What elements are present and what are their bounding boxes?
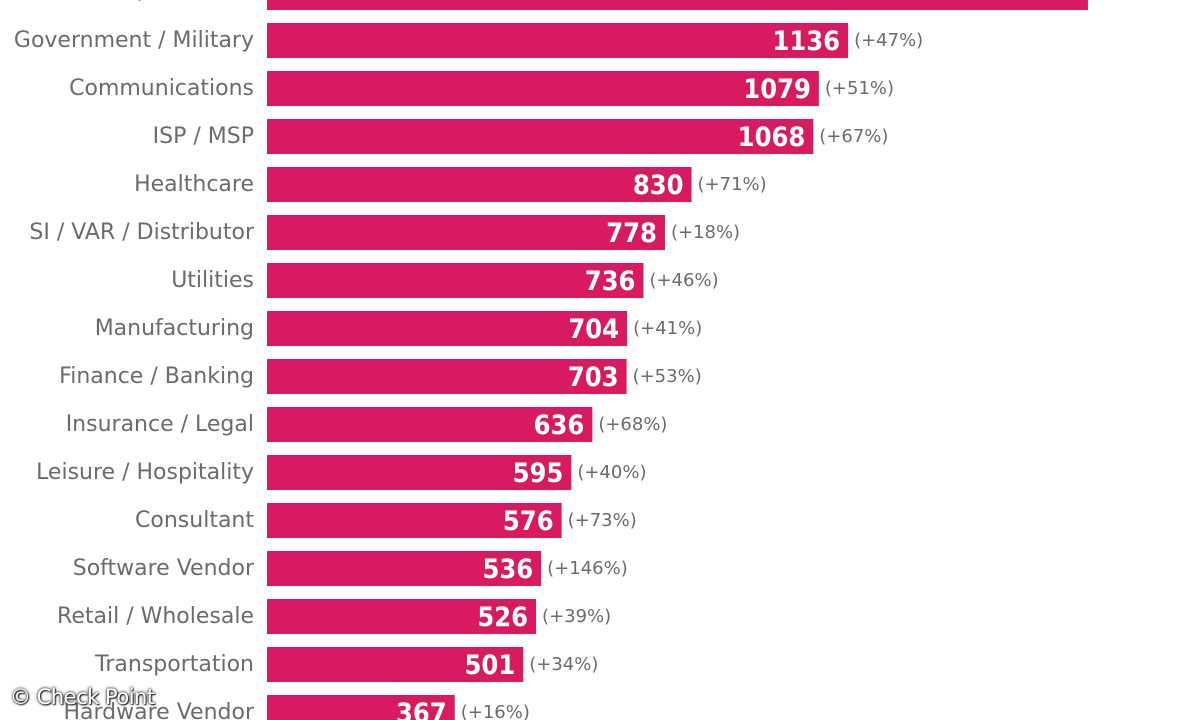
bar-group: Manufacturing 704 (+41%)	[95, 311, 702, 346]
change-label: (+68%)	[598, 414, 667, 435]
category-label: Government / Military	[14, 28, 254, 53]
bar	[267, 23, 849, 58]
value-label: 595	[513, 458, 564, 489]
change-label: (+46%)	[649, 270, 718, 291]
bar	[267, 551, 542, 586]
value-label: 830	[633, 170, 684, 201]
change-label: (+18%)	[671, 222, 740, 243]
value-label: 526	[477, 602, 528, 633]
value-label: 367	[396, 698, 447, 720]
change-label: (+40%)	[577, 462, 646, 483]
change-label: (+47%)	[854, 30, 923, 51]
bar-group: Consultant 576 (+73%)	[135, 503, 637, 538]
value-label: 736	[585, 266, 636, 297]
value-label: 1136	[772, 26, 840, 57]
value-label: 501	[465, 650, 516, 681]
bar	[267, 599, 537, 634]
bar-group: Healthcare 830 (+71%)	[134, 167, 767, 202]
bar-group: Leisure / Hospitality 595 (+40%)	[36, 455, 646, 490]
value-label: 576	[503, 506, 554, 537]
bar-group: Education / Research	[22, 0, 1088, 10]
change-label: (+41%)	[633, 318, 702, 339]
bar-group: SI / VAR / Distributor 778 (+18%)	[29, 215, 740, 250]
bar	[267, 167, 692, 202]
category-label: SI / VAR / Distributor	[29, 220, 255, 245]
category-label: Leisure / Hospitality	[36, 460, 254, 485]
category-label: Insurance / Legal	[66, 412, 254, 437]
bar-group: Utilities 736 (+46%)	[171, 263, 719, 298]
bar-group: Retail / Wholesale 526 (+39%)	[57, 599, 611, 634]
category-label: Software Vendor	[73, 556, 255, 581]
bar-group: Government / Military 1136 (+47%)	[14, 23, 923, 58]
bar-group: Communications 1079 (+51%)	[69, 71, 894, 106]
value-label: 1068	[738, 122, 806, 153]
value-label: 536	[482, 554, 533, 585]
change-label: (+53%)	[633, 366, 702, 387]
value-label: 636	[534, 410, 585, 441]
bar	[267, 647, 524, 682]
category-label: Manufacturing	[95, 316, 254, 341]
category-label: Healthcare	[134, 172, 254, 197]
category-label: Transportation	[94, 652, 254, 677]
bar	[267, 407, 593, 442]
bar-group: Finance / Banking 703 (+53%)	[59, 359, 702, 394]
copyright-watermark: © Check Point	[10, 685, 155, 709]
value-label: 704	[568, 314, 619, 345]
bar	[267, 503, 562, 538]
change-label: (+71%)	[698, 174, 767, 195]
bar	[267, 71, 819, 106]
category-label: Retail / Wholesale	[57, 604, 254, 629]
value-label: 703	[568, 362, 619, 393]
bar-group: ISP / MSP 1068 (+67%)	[153, 119, 888, 154]
bar-group: Transportation 501 (+34%)	[94, 647, 598, 682]
bar	[267, 263, 644, 298]
value-label: 1079	[743, 74, 811, 105]
bar	[267, 215, 665, 250]
bar	[267, 695, 455, 720]
change-label: (+146%)	[547, 558, 628, 579]
bar	[267, 311, 628, 346]
bar	[267, 0, 1088, 10]
bar	[267, 359, 627, 394]
change-label: (+73%)	[568, 510, 637, 531]
category-label: Communications	[69, 76, 254, 101]
category-label: Education / Research	[22, 0, 254, 5]
category-label: Finance / Banking	[59, 364, 254, 389]
change-label: (+34%)	[529, 654, 598, 675]
bar-group: Insurance / Legal 636 (+68%)	[66, 407, 667, 442]
bar	[267, 119, 814, 154]
category-label: Utilities	[171, 268, 254, 293]
category-label: Hardware Vendor	[63, 700, 254, 720]
change-label: (+39%)	[542, 606, 611, 627]
change-label: (+67%)	[819, 126, 888, 147]
category-label: Consultant	[135, 508, 254, 533]
change-label: (+16%)	[461, 702, 530, 720]
bar	[267, 455, 572, 490]
category-label: ISP / MSP	[153, 124, 254, 149]
value-label: 778	[606, 218, 657, 249]
bar-group: Hardware Vendor 367 (+16%)	[63, 695, 530, 720]
bar-group: Software Vendor 536 (+146%)	[73, 551, 628, 586]
change-label: (+51%)	[825, 78, 894, 99]
